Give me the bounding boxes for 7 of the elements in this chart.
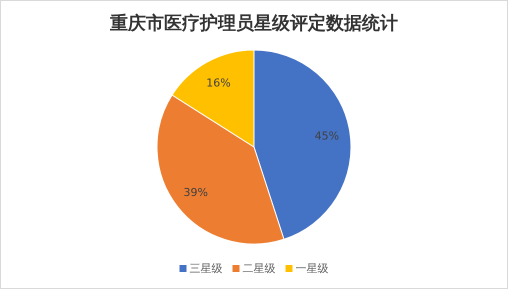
- chart-title: 重庆市医疗护理员星级评定数据统计: [109, 13, 398, 34]
- legend-label: 三星级: [190, 262, 222, 275]
- data-label: 39%: [184, 186, 208, 200]
- legend-label: 一星级: [296, 262, 328, 275]
- legend-label: 二星级: [242, 262, 276, 275]
- data-label: 16%: [206, 76, 231, 90]
- data-label: 45%: [314, 129, 340, 142]
